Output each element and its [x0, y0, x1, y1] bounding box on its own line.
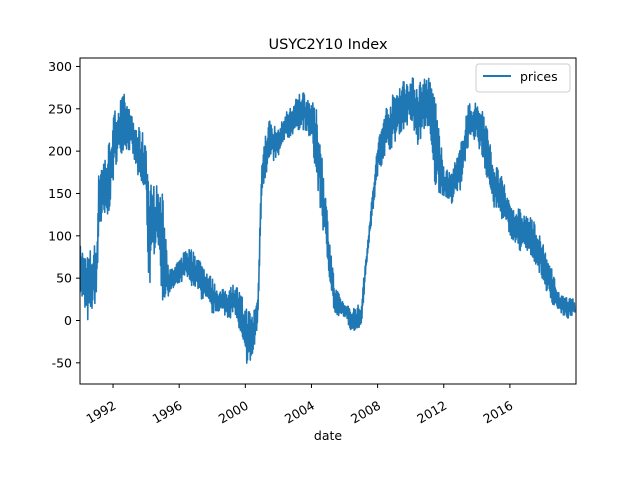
y-tick-label: 250: [48, 101, 72, 116]
series-line-prices: [80, 77, 576, 364]
chart-title: USYC2Y10 Index: [268, 37, 387, 53]
y-tick-label: 50: [56, 271, 72, 286]
legend-box: [475, 63, 571, 93]
y-tick-label: 150: [48, 186, 72, 201]
legend-label-prices: prices: [520, 69, 558, 84]
plot-frame: [79, 57, 577, 385]
y-tick-label: 100: [48, 228, 72, 243]
x-axis-label: date: [314, 428, 342, 443]
y-axis: -50 0 50 100 150 200 250 300: [48, 59, 80, 370]
y-tick-label: 200: [48, 144, 72, 159]
y-tick-label: 300: [48, 59, 72, 74]
series-layer: [80, 77, 576, 364]
legend: prices: [475, 63, 571, 93]
y-tick-label: 0: [64, 313, 72, 328]
y-tick-label: -50: [52, 355, 72, 370]
